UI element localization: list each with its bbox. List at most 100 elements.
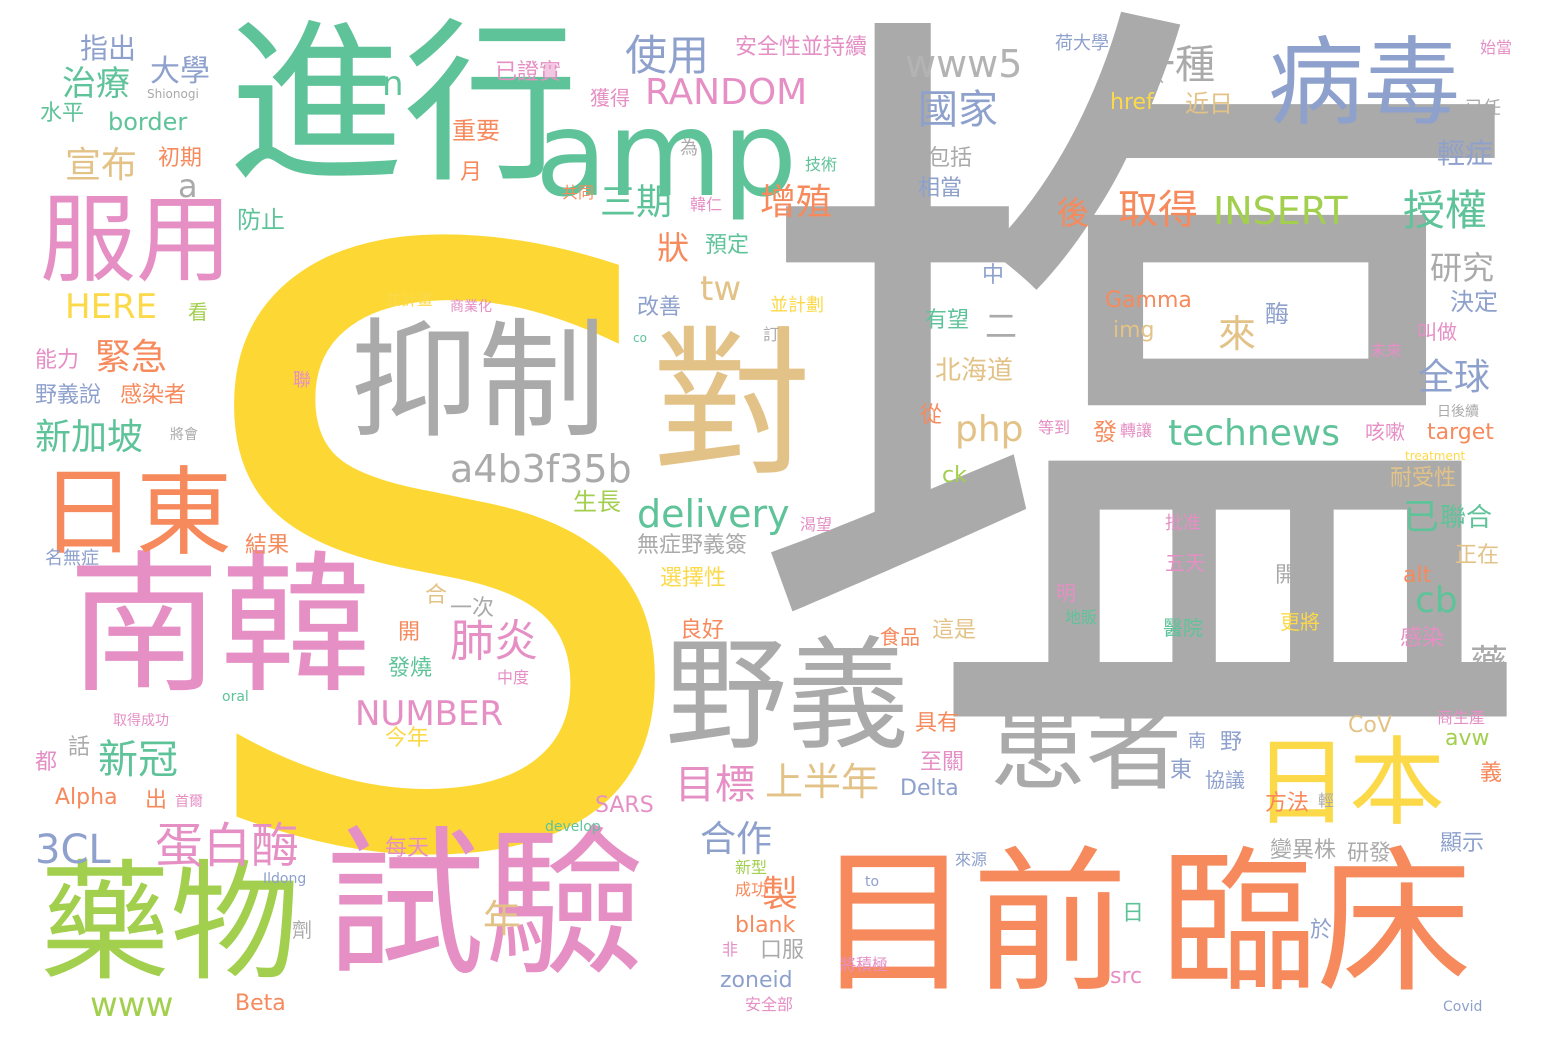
word: 患者 <box>990 692 1182 804</box>
word: 緊急 <box>95 337 168 378</box>
word: 中 <box>982 263 1005 288</box>
word: 劑 <box>292 918 312 942</box>
word: 近日 <box>1185 90 1233 118</box>
word: 酶 <box>1265 300 1289 328</box>
word: 中度 <box>497 668 530 687</box>
word: delivery <box>637 492 790 536</box>
word: border <box>108 108 188 136</box>
word: 為 <box>680 138 698 159</box>
word: 進行 <box>228 4 578 207</box>
word: 開始 <box>1275 563 1320 588</box>
word: a4b3f35b <box>450 447 632 491</box>
word: 對 <box>652 311 813 498</box>
word: 試驗 <box>325 811 646 998</box>
word: 服用 <box>40 184 232 296</box>
word: 宣布 <box>65 145 138 186</box>
word: 耐受性 <box>1390 466 1457 491</box>
word: 國家 <box>918 87 998 133</box>
word: 已 <box>1403 497 1440 538</box>
word: 名無症 <box>45 548 99 569</box>
word: target <box>1427 420 1494 445</box>
word: 塩 <box>745 0 1535 864</box>
word: href <box>1110 90 1154 115</box>
word: 話 <box>68 735 91 760</box>
word: INSERT <box>1213 189 1348 233</box>
word: 輕 <box>1318 791 1335 810</box>
word: 目前 <box>816 832 1128 1014</box>
word: 取得成功 <box>113 713 169 729</box>
word: 月 <box>460 160 483 185</box>
word: amp <box>535 85 798 223</box>
word: 症狀 <box>1372 253 1412 277</box>
word: 渴望 <box>800 515 833 534</box>
word: 共同 <box>562 183 595 202</box>
word: 每天 <box>385 836 430 861</box>
word: 重症 <box>913 491 958 516</box>
word: n <box>382 64 404 104</box>
word: 蛋白酶 <box>155 818 300 874</box>
word: 決定 <box>1450 288 1498 316</box>
word: 安全部 <box>745 995 794 1014</box>
word: 將會 <box>170 427 198 443</box>
word: 增殖 <box>760 182 833 223</box>
word: 日後續 <box>1437 404 1479 420</box>
word: 野義以 <box>1110 66 1164 87</box>
word: 荷大學 <box>1055 33 1109 54</box>
word: 一種 <box>1135 42 1215 88</box>
word: 良好 <box>680 618 725 643</box>
word: 今年 <box>385 726 430 751</box>
word: 並計畫 <box>385 290 434 309</box>
word: 方法 <box>1265 791 1310 816</box>
word: 醫院 <box>1163 616 1203 640</box>
word: RANDOM <box>645 72 808 113</box>
word: 商業化 <box>450 299 492 315</box>
word: 肺炎 <box>450 616 538 667</box>
word: 地販 <box>1065 608 1098 627</box>
word: 韓仁 <box>690 195 723 214</box>
word: tw <box>700 269 742 309</box>
word: 安全性並持續 <box>735 35 868 60</box>
word: 食品 <box>880 625 920 649</box>
word: 更將 <box>1280 610 1320 634</box>
word: Ildong <box>263 871 307 887</box>
word: 聯 <box>293 370 311 391</box>
word: 能力 <box>35 348 80 373</box>
word: S <box>180 83 701 1037</box>
word: 3CL <box>35 827 111 873</box>
word: 始當 <box>1480 38 1513 57</box>
word: develop <box>545 819 601 835</box>
word: Delta <box>900 776 959 801</box>
word: Gamma <box>1105 288 1192 313</box>
word: 合 <box>425 583 448 608</box>
word: 無症野義簽 <box>637 533 748 558</box>
word: SARS <box>595 793 654 818</box>
word: a <box>178 167 198 205</box>
word: 改善 <box>637 295 682 320</box>
word: 所有 <box>1433 686 1478 711</box>
word: 這是 <box>932 618 977 643</box>
word: 臨床 <box>1160 832 1472 1014</box>
word: 看 <box>188 300 208 324</box>
word: 日 <box>1122 901 1145 926</box>
word: 東 <box>1170 758 1193 783</box>
word: www5 <box>905 42 1023 86</box>
word: 年 <box>483 897 522 941</box>
word: 等到 <box>1038 418 1071 437</box>
word: 發 <box>1093 418 1117 446</box>
word: 三期 <box>600 182 673 223</box>
word: 新冠 <box>98 737 178 783</box>
word: 至關 <box>920 750 965 775</box>
word: Shionogi <box>147 87 199 101</box>
word: 成功 <box>735 880 768 899</box>
word: 野義 <box>665 625 909 767</box>
word: 協議 <box>1205 768 1245 792</box>
word: 藥物 <box>40 847 301 999</box>
word: blank <box>735 913 796 938</box>
word: 病毒 <box>1268 27 1460 139</box>
word: 狀 <box>657 229 690 267</box>
word: 未來 <box>1370 341 1403 360</box>
word: 日本 <box>1253 727 1445 839</box>
word: Alpha <box>55 785 118 810</box>
word: 已任 <box>1465 98 1501 119</box>
